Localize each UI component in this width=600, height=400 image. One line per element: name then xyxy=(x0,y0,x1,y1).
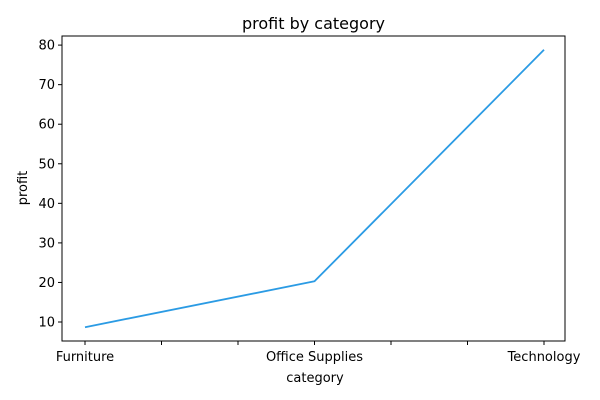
series-group xyxy=(84,49,545,329)
y-axis: 10 20 30 40 50 60 70 80 xyxy=(38,39,62,331)
y-tick-label: 20 xyxy=(38,276,55,291)
y-tick-label: 50 xyxy=(38,157,55,172)
y-tick-label: 10 xyxy=(38,316,55,331)
y-tick-label: 40 xyxy=(38,197,55,212)
y-tick-label: 70 xyxy=(38,78,55,93)
x-axis: Furniture Office Supplies Technology xyxy=(56,341,581,365)
y-tick-label: 60 xyxy=(38,118,55,133)
y-axis-label: profit xyxy=(16,171,31,206)
x-tick-label: Furniture xyxy=(56,350,114,365)
y-tick-label: 80 xyxy=(38,39,55,54)
x-axis-label: category xyxy=(286,371,344,386)
y-tick-label: 30 xyxy=(38,236,55,251)
series-line xyxy=(84,49,545,329)
plot-area xyxy=(61,35,566,342)
chart-title: profit by category xyxy=(242,14,385,33)
x-tick-label: Technology xyxy=(507,350,581,365)
x-tick-label: Office Supplies xyxy=(266,350,363,365)
